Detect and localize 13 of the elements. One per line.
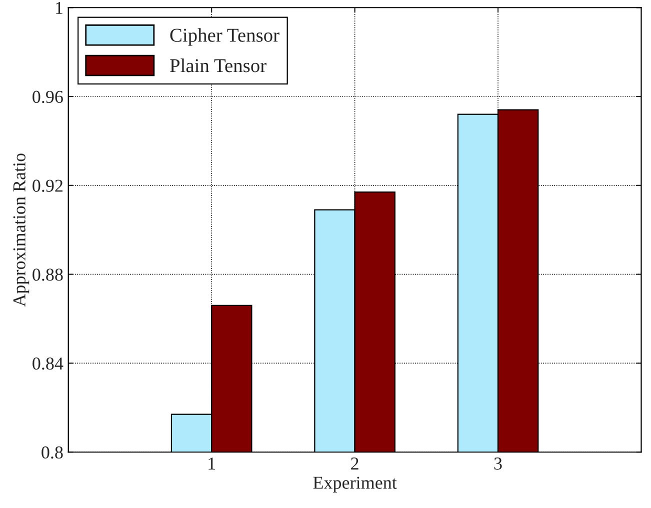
x-axis-title: Experiment xyxy=(313,476,397,493)
x-tick-label: 1 xyxy=(208,458,216,470)
y-axis-title: Approximation Ratio xyxy=(13,154,30,307)
y-tick-label: 0.92 xyxy=(32,180,62,192)
y-tick-label: 0.88 xyxy=(32,268,63,281)
y-tick-label: 0.8 xyxy=(42,446,63,459)
legend-label: Cipher Tensor xyxy=(170,28,280,46)
x-tick-label: 2 xyxy=(351,458,358,470)
y-tick-label: 0.96 xyxy=(32,90,63,104)
x-tick-label: 3 xyxy=(494,458,502,470)
legend-label: Plain Tensor xyxy=(170,58,266,72)
y-tick-label: 1 xyxy=(56,2,62,14)
y-tick-label: 0.84 xyxy=(32,357,64,370)
